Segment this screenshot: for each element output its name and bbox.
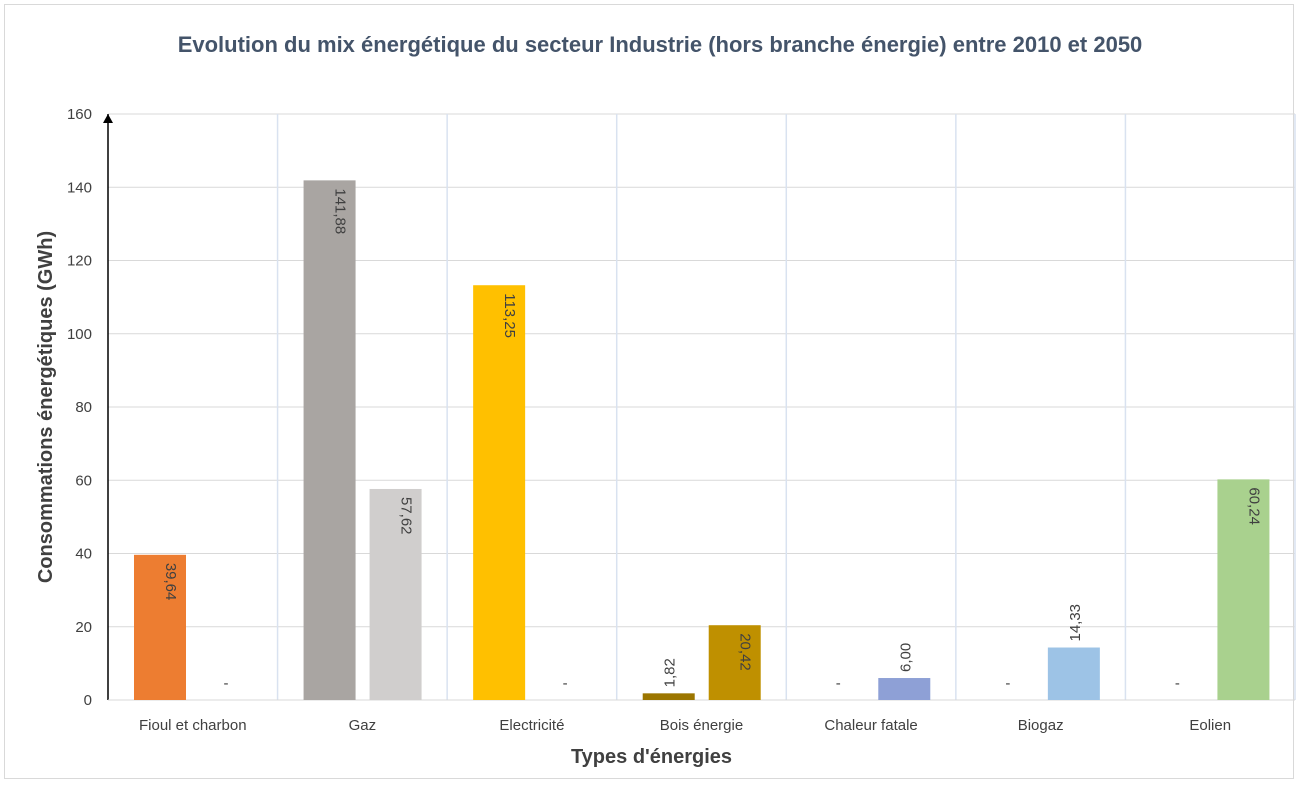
x-tick-label: Biogaz [1018, 717, 1064, 734]
x-tick-label: Fioul et charbon [139, 717, 247, 734]
bar [369, 488, 422, 700]
y-axis-arrow [103, 114, 113, 123]
y-tick-label: 100 [67, 326, 92, 343]
data-label: - [224, 675, 229, 692]
data-label: - [1005, 675, 1010, 692]
x-tick-label: Chaleur fatale [824, 717, 917, 734]
data-label: 1,82 [662, 658, 679, 687]
y-tick-label: 140 [67, 179, 92, 196]
y-tick-label: 0 [84, 692, 92, 709]
data-label: - [836, 675, 841, 692]
x-tick-label: Bois énergie [660, 717, 743, 734]
bar [708, 625, 761, 700]
chart-frame [4, 4, 1294, 779]
x-tick-label: Eolien [1189, 717, 1231, 734]
bar [642, 693, 695, 700]
y-tick-label: 20 [75, 619, 92, 636]
data-label: 113,25 [501, 293, 518, 338]
data-label: - [1175, 675, 1180, 692]
x-tick-label: Electricité [499, 717, 564, 734]
bar [1217, 479, 1270, 700]
data-label: 39,64 [162, 563, 179, 601]
y-tick-label: 160 [67, 106, 92, 123]
data-label: 57,62 [398, 497, 415, 535]
bar [134, 554, 186, 700]
y-axis-label: Consommations énergétiques (GWh) [35, 231, 57, 583]
data-label: 20,42 [737, 633, 754, 671]
data-label: 60,24 [1245, 487, 1262, 525]
y-tick-label: 40 [75, 546, 92, 563]
y-tick-label: 60 [75, 472, 92, 489]
bar [1047, 647, 1100, 700]
bar [303, 180, 356, 700]
data-label: 6,00 [897, 643, 914, 672]
y-tick-label: 80 [75, 399, 92, 416]
bar [878, 678, 931, 700]
data-label: 141,88 [332, 188, 349, 234]
chart-title: Evolution du mix énergétique du secteur … [177, 32, 1143, 57]
data-label: 14,33 [1067, 604, 1084, 642]
y-tick-label: 120 [67, 253, 92, 270]
data-label: - [563, 675, 568, 692]
bar [473, 285, 526, 700]
x-axis-label: Types d'énergies [571, 746, 732, 768]
x-tick-label: Gaz [349, 717, 377, 734]
